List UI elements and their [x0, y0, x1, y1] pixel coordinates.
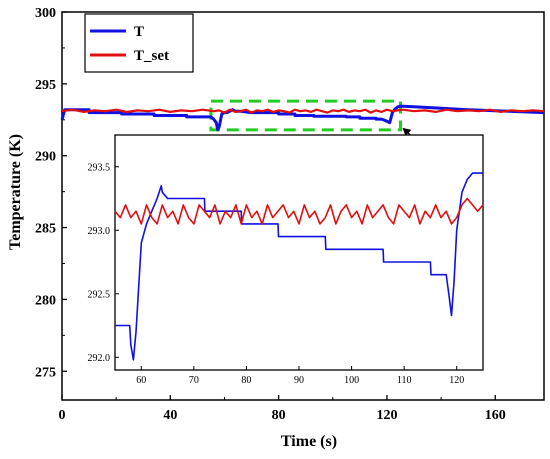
legend-label-t-set: T_set	[134, 48, 169, 64]
x-axis-label: Time (s)	[281, 433, 337, 450]
inset-y-tick-label: 292.0	[88, 353, 111, 364]
x-tick-label: 120	[376, 408, 397, 423]
inset-y-tick-label: 293.5	[88, 162, 111, 173]
y-tick-label: 295	[35, 78, 56, 93]
series-line-t	[60, 104, 545, 132]
inset-x-tick-label: 120	[449, 375, 464, 386]
inset-plot: 60 70 80 90 100 110 120 292.0 292.5 293.0 293.5	[88, 127, 484, 386]
y-tick-label: 300	[35, 6, 56, 21]
inset-y-tick-label: 292.5	[88, 289, 111, 300]
inset-x-tick-label: 60	[136, 375, 146, 386]
x-tick-label: 40	[163, 408, 177, 423]
x-tick-label: 160	[485, 408, 506, 423]
y-tick-label: 275	[35, 365, 56, 380]
zoom-arrow-head	[402, 127, 412, 136]
legend-label-t: T	[134, 24, 144, 40]
inset-y-tick-label: 293.0	[88, 226, 111, 237]
inset-series-line-t-set	[114, 197, 484, 225]
y-tick-label: 280	[35, 293, 56, 308]
series-line-t-set	[61, 108, 545, 114]
y-axis-label: Temperature (K)	[7, 134, 24, 250]
x-tick-label: 80	[272, 408, 286, 423]
inset-x-tick-label: 70	[189, 375, 199, 386]
y-tick-label: 285	[35, 222, 56, 237]
legend-box	[84, 13, 194, 73]
inset-x-tick-label: 100	[344, 375, 359, 386]
legend: T T_set	[84, 13, 194, 73]
inset-x-tick-label: 80	[241, 375, 251, 386]
inset-x-tick-label: 110	[397, 375, 412, 386]
x-tick-label: 0	[59, 408, 66, 423]
inset-x-tick-label: 90	[294, 375, 304, 386]
y-tick-label: 290	[35, 150, 56, 165]
inset-frame	[114, 134, 484, 371]
